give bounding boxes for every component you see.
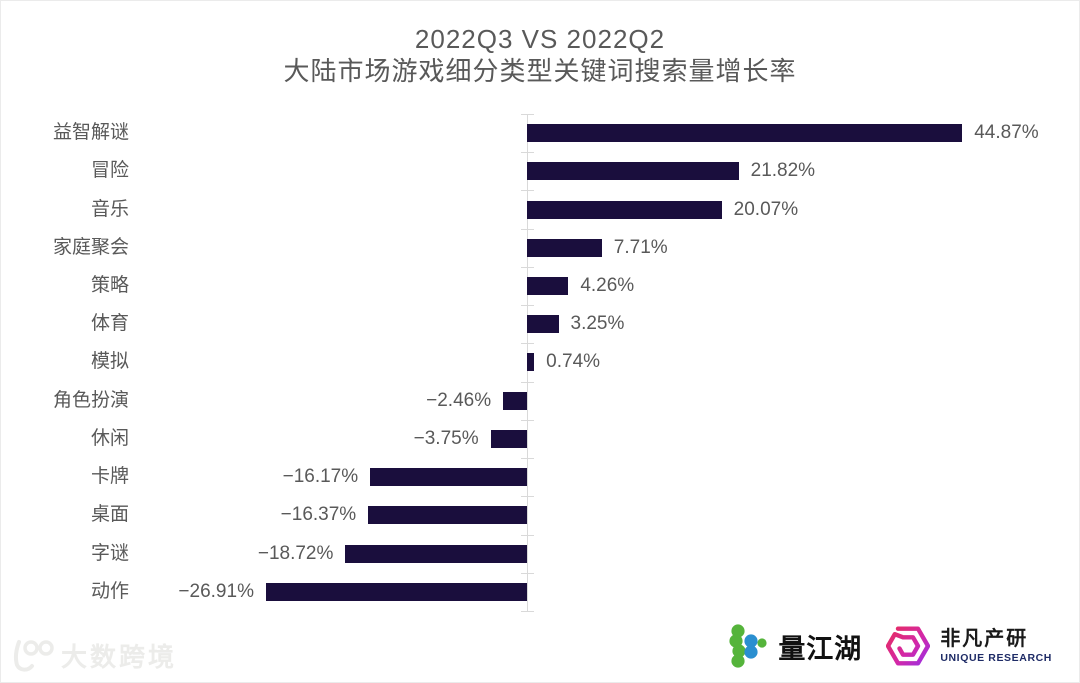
bar-4 <box>527 238 602 257</box>
brand-unique-research: 非凡产研 UNIQUE RESEARCH <box>886 625 1052 667</box>
value-label: −2.46% <box>426 389 492 411</box>
value-label: 21.82% <box>750 160 816 182</box>
value-label: 0.74% <box>546 351 601 373</box>
axis-tick <box>521 343 534 344</box>
brand-unique-research-subtitle: UNIQUE RESEARCH <box>940 651 1052 664</box>
watermark-text: 大数跨境 <box>61 642 178 672</box>
value-label: −26.91% <box>178 580 254 602</box>
axis-tick <box>521 114 534 115</box>
bar-11 <box>368 506 527 525</box>
category-label: 卡牌 <box>90 466 129 488</box>
bar-7 <box>527 353 535 372</box>
axis-tick <box>521 573 534 574</box>
value-label: 7.71% <box>613 236 668 258</box>
axis-tick <box>521 267 534 268</box>
category-label: 桌面 <box>90 504 129 526</box>
axis-tick <box>521 496 534 497</box>
bar-6 <box>527 315 559 334</box>
axis-tick <box>521 611 534 612</box>
brand-logos: 量江湖 非凡产研 UNIQUE RESEARCH <box>728 624 1052 668</box>
chart-title-line2: 大陆市场游戏细分类型关键词搜索量增长率 <box>283 56 797 86</box>
value-label: 3.25% <box>570 313 625 335</box>
chart-title-line1: 2022Q3 VS 2022Q2 <box>414 24 666 54</box>
value-label: 20.07% <box>733 198 799 220</box>
beads-logo-icon <box>729 624 767 668</box>
category-label: 休闲 <box>90 427 129 449</box>
axis-tick <box>521 229 534 230</box>
bar-10 <box>370 468 527 487</box>
bar-8 <box>503 391 527 410</box>
chart-title: 2022Q3 VS 2022Q2 大陆市场游戏细分类型关键词搜索量增长率 <box>1 23 1079 87</box>
bar-13 <box>265 582 527 601</box>
axis-tick <box>521 420 534 421</box>
category-label: 字谜 <box>90 542 129 564</box>
bar-5 <box>527 277 569 296</box>
watermark: 大数跨境 <box>11 637 177 674</box>
category-label: 模拟 <box>90 351 129 373</box>
axis-tick <box>521 458 534 459</box>
brand-unique-research-name: 非凡产研 <box>940 627 1029 650</box>
bar-9 <box>490 429 527 448</box>
value-label: −16.37% <box>280 504 357 526</box>
axis-tick <box>521 305 534 306</box>
axis-tick <box>521 382 534 383</box>
value-label: −3.75% <box>413 427 479 449</box>
category-label: 动作 <box>90 580 129 602</box>
category-label: 家庭聚会 <box>52 236 129 258</box>
bar-2 <box>527 162 739 181</box>
bar-12 <box>345 544 527 563</box>
bar-1 <box>527 124 963 143</box>
category-label: 音乐 <box>90 198 129 220</box>
category-label: 角色扮演 <box>52 389 129 411</box>
value-label: 4.26% <box>580 275 635 297</box>
brand-liangjianghu: 量江湖 <box>728 624 862 668</box>
bar-3 <box>527 200 722 219</box>
value-label: 44.87% <box>974 122 1039 144</box>
category-label: 策略 <box>90 275 129 297</box>
axis-tick <box>521 152 534 153</box>
axis-tick <box>521 190 534 191</box>
category-label: 冒险 <box>90 160 129 182</box>
value-label: −16.17% <box>282 466 359 488</box>
category-label: 体育 <box>90 313 129 335</box>
brand-liangjianghu-name: 量江湖 <box>778 633 863 664</box>
hex-spiral-logo-icon <box>886 626 931 666</box>
watermark-100-icon <box>13 639 54 672</box>
brand-unique-research-text: 非凡产研 UNIQUE RESEARCH <box>940 628 1052 665</box>
axis-tick <box>521 535 534 536</box>
value-label: −18.72% <box>257 542 334 564</box>
category-label: 益智解谜 <box>52 122 129 144</box>
